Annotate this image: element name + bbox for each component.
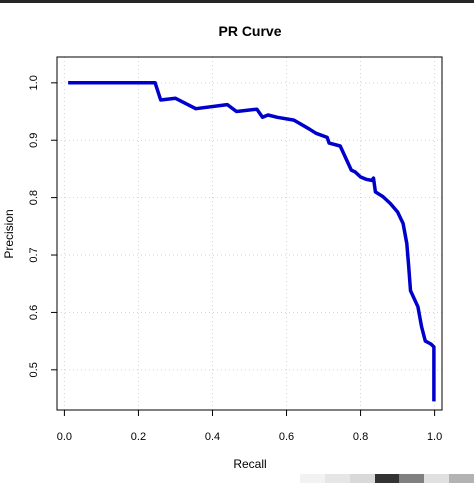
y-tick-label: 0.5 <box>28 362 40 377</box>
window-top-border <box>0 0 474 3</box>
x-axis: 0.0 0.2 0.4 0.6 0.8 1.0 <box>57 410 442 443</box>
x-tick-label: 0.8 <box>353 431 368 443</box>
chart-title: PR Curve <box>218 23 281 39</box>
y-tick-label: 0.9 <box>28 133 40 148</box>
y-axis: 0.5 0.6 0.7 0.8 0.9 1.0 <box>28 75 57 377</box>
x-axis-label: Recall <box>233 457 266 471</box>
y-tick-label: 1.0 <box>28 75 40 90</box>
x-tick-label: 0.4 <box>205 431 220 443</box>
x-tick-label: 0.6 <box>279 431 294 443</box>
color-swatch <box>349 474 375 483</box>
bottom-color-swatches <box>300 474 474 483</box>
color-swatch <box>374 474 400 483</box>
color-swatch <box>399 474 425 483</box>
series-layer <box>68 81 436 402</box>
pr-curve-line <box>68 81 436 402</box>
x-tick-label: 0.2 <box>131 431 146 443</box>
color-swatch <box>324 474 350 483</box>
y-tick-label: 0.8 <box>28 190 40 205</box>
color-swatch <box>300 474 325 483</box>
y-tick-label: 0.6 <box>28 305 40 320</box>
color-swatch <box>424 474 450 483</box>
color-swatch <box>449 474 474 483</box>
plot-frame <box>56 56 443 411</box>
y-axis-label: Precision <box>2 209 16 258</box>
x-tick-label: 1.0 <box>427 431 442 443</box>
grid <box>57 57 442 410</box>
y-tick-label: 0.7 <box>28 247 40 262</box>
x-tick-label: 0.0 <box>57 431 72 443</box>
